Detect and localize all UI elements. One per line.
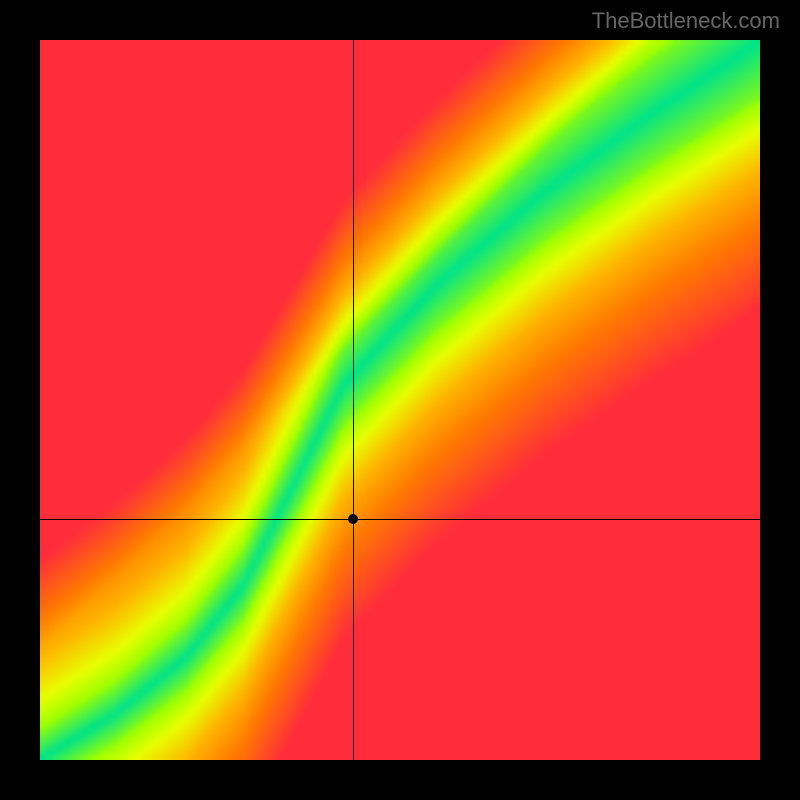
crosshair-vertical <box>353 40 354 760</box>
watermark-text: TheBottleneck.com <box>592 8 780 34</box>
bottleneck-heatmap <box>40 40 760 760</box>
heatmap-plot-area <box>40 40 760 760</box>
crosshair-horizontal <box>40 519 760 520</box>
selection-marker-dot <box>348 514 358 524</box>
